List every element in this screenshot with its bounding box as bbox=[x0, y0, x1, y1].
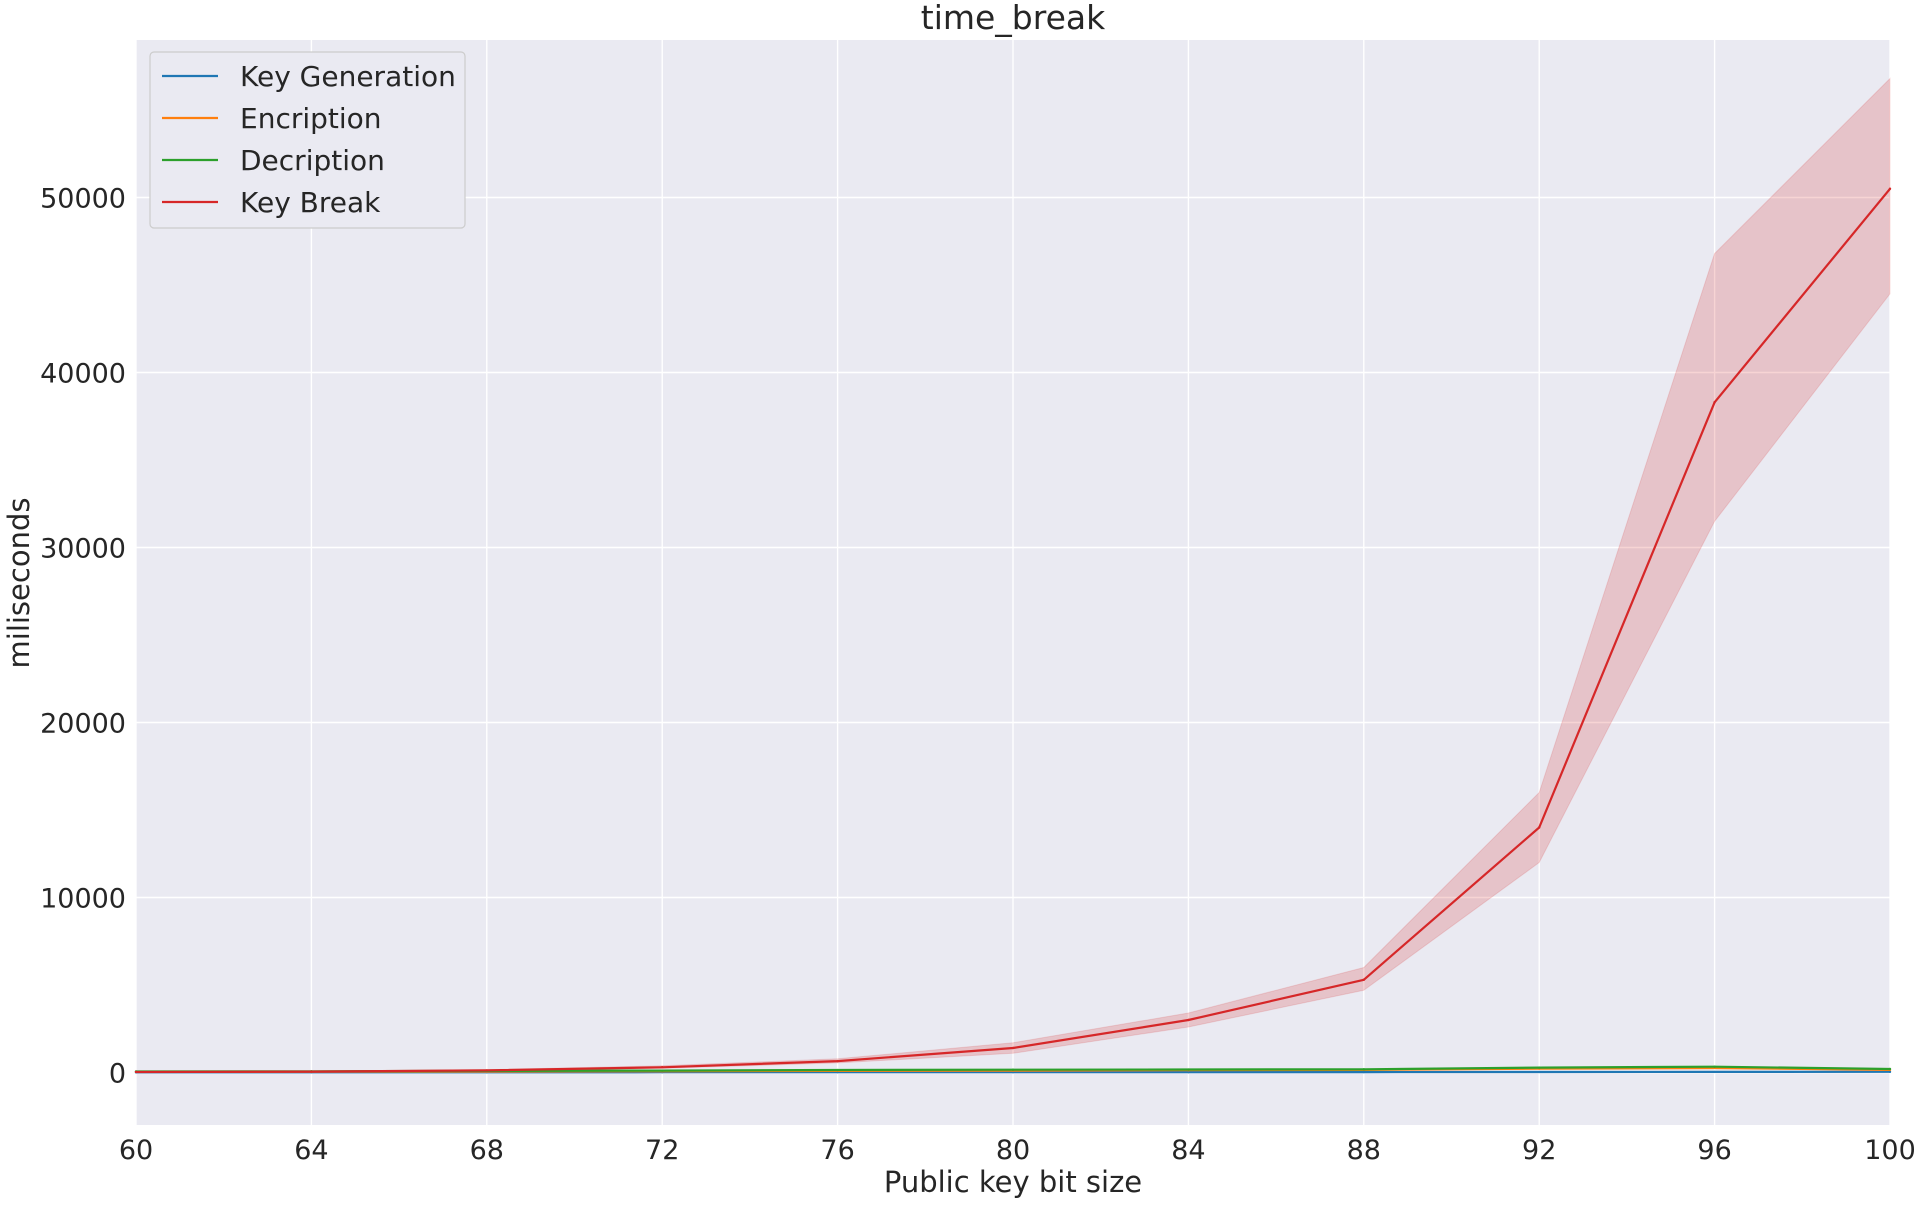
data-point bbox=[1538, 1070, 1541, 1074]
y-tick-label: 10000 bbox=[40, 884, 126, 915]
data-point bbox=[836, 1068, 839, 1072]
legend-label: Key Break bbox=[240, 186, 381, 219]
x-tick-label: 96 bbox=[1697, 1135, 1731, 1166]
x-tick-label: 72 bbox=[645, 1135, 679, 1166]
chart-title: time_break bbox=[921, 0, 1106, 37]
data-point bbox=[1713, 1065, 1716, 1068]
x-tick-label: 76 bbox=[820, 1135, 854, 1166]
legend-frame bbox=[149, 51, 466, 229]
legend-label: Key Generation bbox=[240, 60, 456, 93]
x-tick-label: 80 bbox=[996, 1135, 1030, 1166]
data-point bbox=[1362, 1068, 1366, 1071]
data-point bbox=[1713, 1070, 1716, 1074]
x-tick-label: 60 bbox=[119, 1135, 153, 1166]
series-lines bbox=[134, 187, 1892, 1074]
legend: Key Generation Encription Decription Key Br… bbox=[149, 51, 466, 229]
y-tick-label: 20000 bbox=[40, 709, 126, 740]
data-point bbox=[1362, 978, 1366, 981]
grid-lines bbox=[135, 40, 1891, 1125]
data-point bbox=[1187, 1068, 1190, 1071]
x-tick-label: 68 bbox=[470, 1135, 504, 1166]
data-point bbox=[1011, 1046, 1015, 1050]
data-point bbox=[1888, 1070, 1892, 1074]
y-axis-label: miliseconds bbox=[2, 498, 36, 669]
x-tick-label: 84 bbox=[1171, 1135, 1205, 1166]
data-point bbox=[310, 1070, 313, 1073]
data-point bbox=[1888, 1067, 1892, 1071]
data-point bbox=[661, 1069, 664, 1072]
x-tick-label: 92 bbox=[1522, 1135, 1556, 1166]
data-point bbox=[1538, 826, 1541, 829]
x-tick-labels: 60 64 68 72 76 80 84 88 92 96 100 bbox=[119, 1135, 1916, 1166]
data-point bbox=[1538, 1066, 1541, 1069]
data-point bbox=[485, 1069, 488, 1072]
x-axis-label: Public key bit size bbox=[884, 1165, 1142, 1199]
data-point bbox=[661, 1066, 664, 1069]
y-tick-label: 30000 bbox=[40, 534, 126, 565]
legend-label: Encription bbox=[240, 102, 382, 135]
y-tick-label: 40000 bbox=[40, 359, 126, 390]
data-point bbox=[836, 1059, 839, 1063]
data-point bbox=[1362, 1070, 1366, 1074]
y-tick-label: 50000 bbox=[40, 184, 126, 215]
data-point bbox=[1187, 1070, 1190, 1074]
y-tick-label: 0 bbox=[109, 1059, 126, 1090]
legend-label: Decription bbox=[240, 144, 385, 177]
data-point bbox=[1888, 187, 1892, 190]
data-point bbox=[1713, 401, 1716, 404]
data-point bbox=[1187, 1018, 1190, 1022]
x-tick-label: 64 bbox=[294, 1135, 328, 1166]
x-tick-label: 100 bbox=[1864, 1135, 1916, 1166]
x-tick-label: 88 bbox=[1347, 1135, 1381, 1166]
data-point bbox=[134, 1070, 138, 1074]
y-tick-labels: 0 10000 20000 30000 40000 50000 bbox=[40, 184, 126, 1090]
data-point bbox=[1011, 1068, 1015, 1071]
